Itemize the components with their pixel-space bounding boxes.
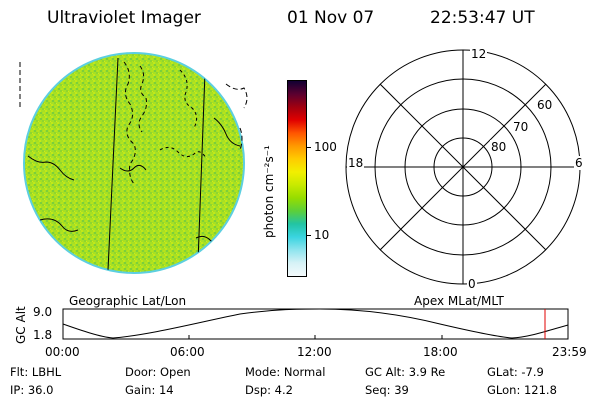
altitude-tick-label: 9.0 (33, 305, 53, 319)
gc-alt-info: GC Alt: 3.9 Re (365, 365, 446, 379)
altitude-curve (62, 308, 569, 339)
colorbar-tick-label: 100 (314, 140, 337, 154)
glat-info: GLat: -7.9 (487, 365, 544, 379)
meridian-line (107, 57, 119, 271)
dsp-info: Dsp: 4.2 (245, 383, 293, 397)
coastline (27, 155, 75, 181)
mlt-label-18: 18 (347, 156, 365, 170)
mlat-label-60: 60 (536, 98, 554, 112)
ip-info: IP: 36.0 (10, 383, 54, 397)
coastline-outside (239, 127, 243, 151)
colorbar-tick-label: 10 (314, 228, 330, 242)
colorbar (287, 80, 307, 277)
date-label: 01 Nov 07 (287, 8, 375, 28)
coastline-outside (225, 83, 248, 109)
mlat-label-80: 80 (490, 140, 508, 154)
instrument-title: Ultraviolet Imager (47, 8, 201, 28)
altitude-tick-label: 1.8 (33, 328, 53, 342)
coastline (119, 164, 147, 172)
coastline (179, 69, 198, 129)
colorbar-gradient (288, 81, 306, 276)
coastline (123, 61, 136, 185)
colorbar-tick (306, 147, 311, 148)
glon-info: GLon: 121.8 (487, 383, 557, 397)
door-info: Door: Open (125, 365, 191, 379)
time-tick-label: 06:00 (170, 345, 205, 359)
time-tick-label: 00:00 (45, 345, 80, 359)
mode-info: Mode: Normal (245, 365, 326, 379)
mlt-label-12: 12 (470, 47, 488, 61)
coastline (138, 65, 147, 133)
seq-info: Seq: 39 (365, 383, 409, 397)
time-label: 22:53:47 UT (430, 8, 535, 28)
coastline (39, 218, 79, 232)
coastline (213, 117, 241, 147)
mlat-label-70: 70 (512, 120, 530, 134)
mlt-label-6: 6 (574, 156, 584, 170)
gain-info: Gain: 14 (125, 383, 174, 397)
mlt-label-0: 0 (467, 277, 477, 291)
time-tick-label: 18:00 (423, 345, 458, 359)
geographic-label: Geographic Lat/Lon (69, 294, 187, 308)
uv-image-disk (23, 52, 245, 274)
apex-label: Apex MLat/MLT (414, 294, 504, 308)
colorbar-tick (306, 235, 311, 236)
filter-info: Flt: LBHL (10, 365, 62, 379)
time-tick-label: 23:59 (552, 345, 587, 359)
time-tick-label: 12:00 (297, 345, 332, 359)
coastline (159, 146, 207, 159)
meridian-line (197, 71, 206, 263)
